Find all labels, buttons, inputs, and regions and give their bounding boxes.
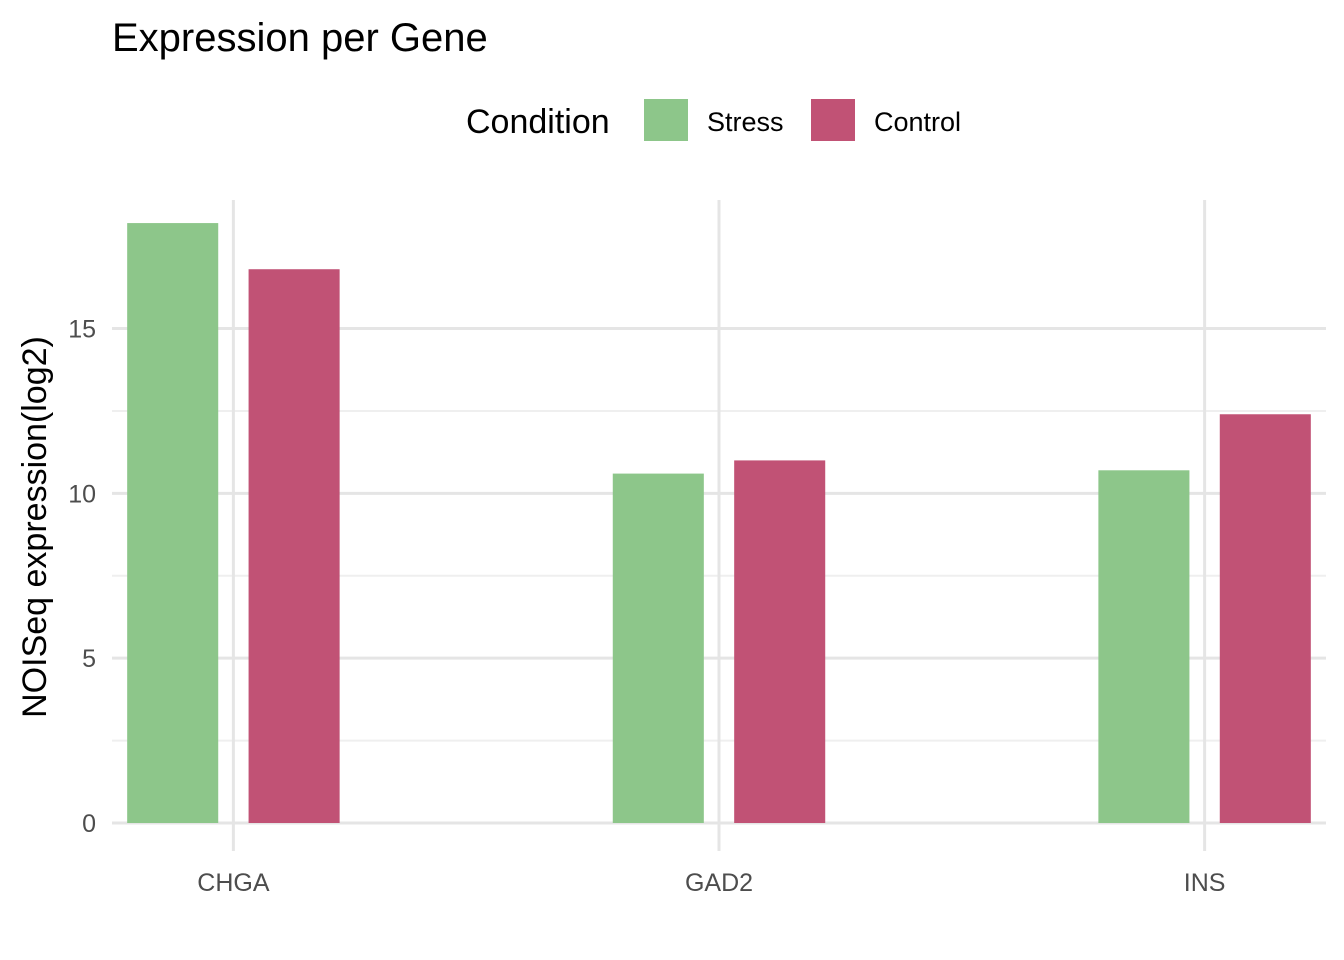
bar-ins-control	[1219, 414, 1311, 823]
legend-key-control	[811, 99, 855, 141]
bar-chga-control	[248, 269, 340, 823]
bars	[127, 223, 1311, 823]
y-axis-title: NOISeq expression(log2)	[16, 336, 54, 718]
y-tick-label: 5	[82, 645, 96, 673]
legend-title: Condition	[466, 103, 610, 141]
x-tick-label: INS	[1184, 869, 1226, 897]
y-tick-label: 10	[68, 480, 96, 508]
bar-ins-stress	[1098, 470, 1190, 823]
legend-label-control: Control	[874, 107, 961, 137]
bar-gad2-stress	[612, 473, 704, 823]
x-tick-label: CHGA	[197, 869, 270, 897]
legend-label-stress: Stress	[707, 107, 784, 137]
chart-title: Expression per Gene	[112, 16, 488, 60]
bar-gad2-control	[734, 460, 826, 823]
x-axis-ticks: CHGA GAD2 INS	[197, 869, 1225, 897]
x-tick-label: GAD2	[685, 869, 753, 897]
y-tick-label: 0	[82, 810, 96, 838]
y-axis-ticks: 0 5 10 15	[68, 316, 96, 838]
legend: Condition Stress Control	[466, 99, 961, 141]
bar-chga-stress	[127, 223, 219, 823]
legend-key-stress	[644, 99, 688, 141]
y-tick-label: 15	[68, 316, 96, 344]
